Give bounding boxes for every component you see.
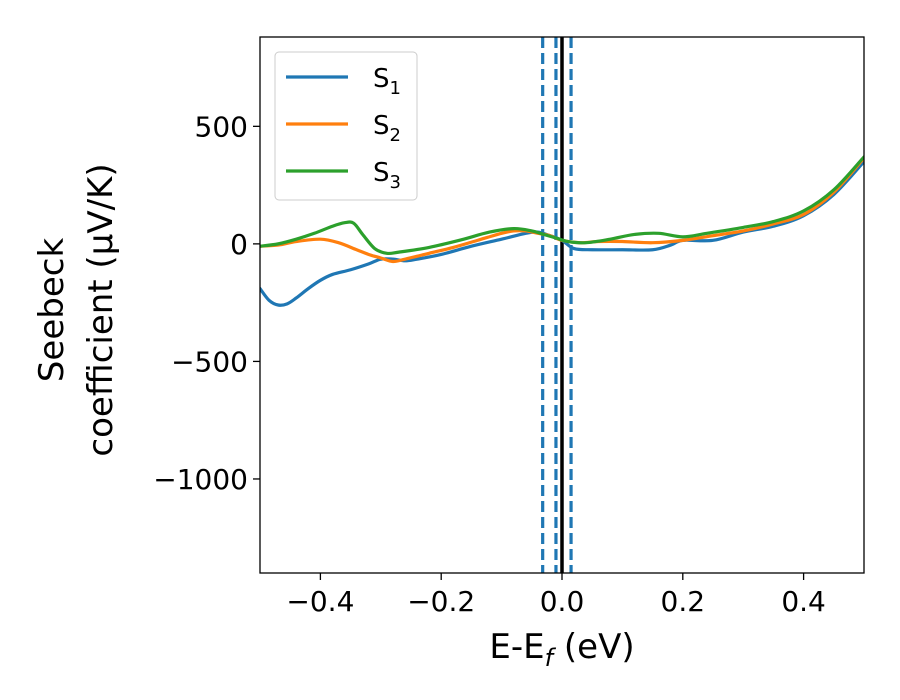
- legend-label-s2: S2: [373, 111, 401, 146]
- series-layer: [260, 155, 864, 307]
- series-line-s3: [260, 155, 864, 256]
- x-tick-label: 0.0: [540, 585, 585, 618]
- y-axis-label-line1: Seebeck: [32, 238, 72, 383]
- y-axis-label-line2: coefficient (μV/K): [81, 163, 121, 456]
- vertical-lines-layer: [541, 37, 573, 573]
- x-tick-label: 0.2: [661, 585, 706, 618]
- y-ticks: 500 0 −500 −1000: [153, 110, 260, 496]
- x-tick-label: −0.2: [407, 585, 475, 618]
- y-tick-label: −500: [171, 345, 248, 378]
- y-tick-label: 500: [195, 110, 248, 143]
- legend-label-s1: S1: [373, 64, 401, 99]
- legend: S1 S2 S3: [274, 51, 418, 201]
- x-tick-label: −0.4: [286, 585, 354, 618]
- y-tick-label: 0: [230, 228, 248, 261]
- y-tick-label: −1000: [153, 463, 248, 496]
- series-line-s2: [260, 156, 864, 264]
- x-axis-label: E-Ef (eV): [489, 627, 634, 672]
- legend-box: [274, 51, 418, 201]
- legend-label-s3: S3: [373, 158, 401, 193]
- x-tick-label: 0.4: [781, 585, 826, 618]
- x-ticks: −0.4 −0.2 0.0 0.2 0.4: [286, 573, 826, 618]
- series-line-s1: [260, 159, 864, 307]
